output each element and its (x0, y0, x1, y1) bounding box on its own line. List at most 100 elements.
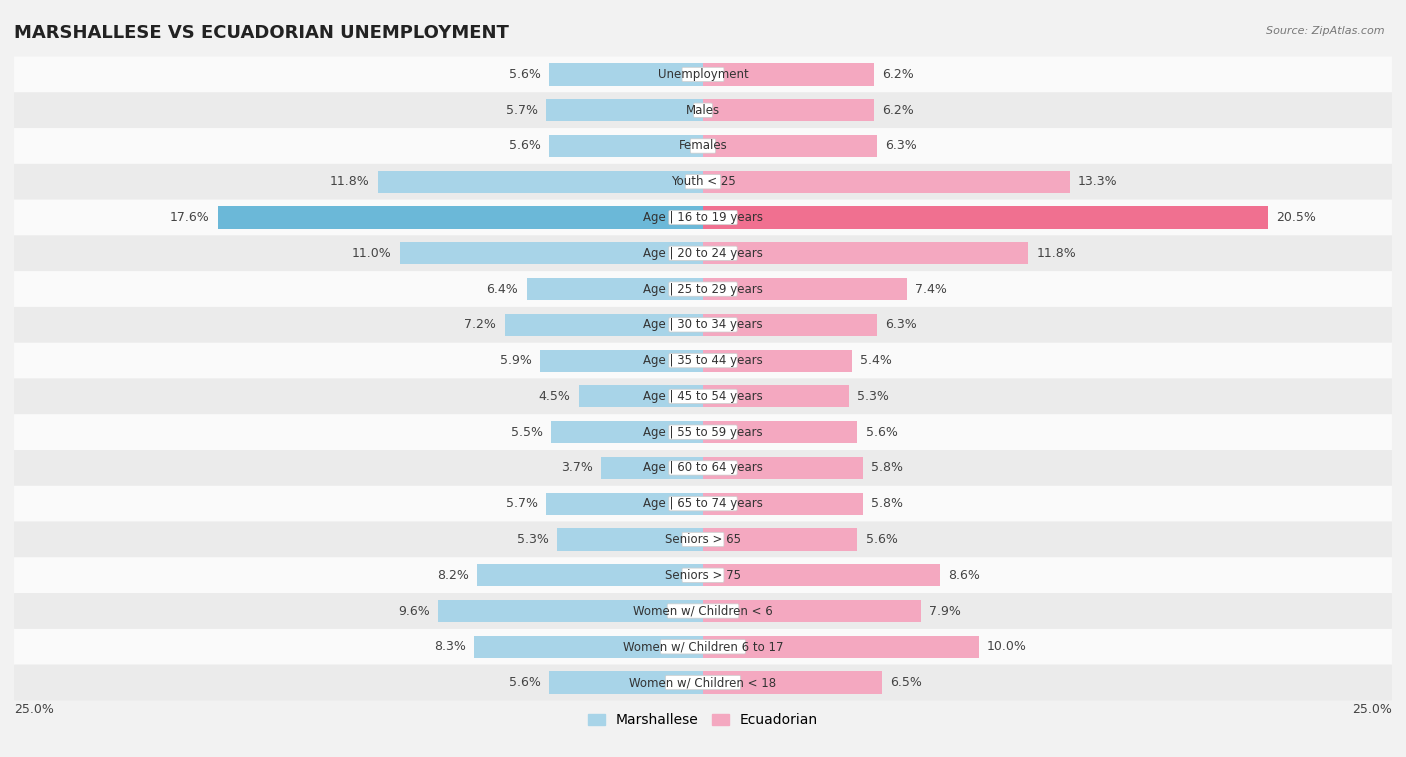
Bar (551, 421, 703, 444)
FancyBboxPatch shape (14, 92, 1392, 128)
FancyBboxPatch shape (682, 532, 724, 547)
Text: Women w/ Children 6 to 17: Women w/ Children 6 to 17 (623, 640, 783, 653)
Text: 25.0%: 25.0% (1353, 703, 1392, 716)
FancyBboxPatch shape (14, 164, 1392, 200)
FancyBboxPatch shape (669, 497, 737, 511)
Text: Unemployment: Unemployment (658, 68, 748, 81)
FancyBboxPatch shape (693, 103, 713, 117)
Text: MARSHALLESE VS ECUADORIAN UNEMPLOYMENT: MARSHALLESE VS ECUADORIAN UNEMPLOYMENT (14, 24, 509, 42)
Bar (703, 564, 941, 587)
Bar (703, 671, 882, 693)
Text: 5.4%: 5.4% (860, 354, 891, 367)
Text: 8.6%: 8.6% (948, 569, 980, 581)
Bar (557, 528, 703, 550)
FancyBboxPatch shape (669, 425, 737, 439)
FancyBboxPatch shape (661, 640, 745, 654)
Text: 6.5%: 6.5% (890, 676, 922, 689)
FancyBboxPatch shape (682, 568, 724, 582)
FancyBboxPatch shape (14, 271, 1392, 307)
Text: 3.7%: 3.7% (561, 462, 593, 475)
Text: 5.7%: 5.7% (506, 497, 537, 510)
Text: Age | 55 to 59 years: Age | 55 to 59 years (643, 425, 763, 438)
Text: 5.6%: 5.6% (866, 425, 897, 438)
Text: 6.2%: 6.2% (882, 104, 914, 117)
Text: Age | 65 to 74 years: Age | 65 to 74 years (643, 497, 763, 510)
Text: 4.5%: 4.5% (538, 390, 571, 403)
Bar (703, 207, 1268, 229)
Text: 10.0%: 10.0% (987, 640, 1026, 653)
Text: 5.6%: 5.6% (866, 533, 897, 546)
Text: Women w/ Children < 6: Women w/ Children < 6 (633, 605, 773, 618)
FancyBboxPatch shape (14, 629, 1392, 665)
FancyBboxPatch shape (669, 318, 737, 332)
FancyBboxPatch shape (14, 593, 1392, 629)
FancyBboxPatch shape (669, 282, 737, 296)
Text: 5.6%: 5.6% (509, 139, 540, 152)
Bar (546, 99, 703, 121)
Text: Age | 30 to 34 years: Age | 30 to 34 years (643, 319, 763, 332)
Text: 17.6%: 17.6% (170, 211, 209, 224)
Text: 5.6%: 5.6% (509, 68, 540, 81)
Text: 7.9%: 7.9% (929, 605, 960, 618)
Bar (505, 313, 703, 336)
Text: 20.5%: 20.5% (1277, 211, 1316, 224)
Bar (439, 600, 703, 622)
Text: 8.3%: 8.3% (434, 640, 465, 653)
Bar (540, 350, 703, 372)
Text: Age | 16 to 19 years: Age | 16 to 19 years (643, 211, 763, 224)
Bar (218, 207, 703, 229)
Bar (703, 170, 1070, 193)
FancyBboxPatch shape (669, 210, 737, 225)
Text: 7.2%: 7.2% (464, 319, 496, 332)
Text: Seniors > 65: Seniors > 65 (665, 533, 741, 546)
Bar (703, 135, 876, 157)
Text: 5.9%: 5.9% (501, 354, 531, 367)
FancyBboxPatch shape (682, 67, 724, 82)
FancyBboxPatch shape (14, 450, 1392, 486)
Bar (703, 528, 858, 550)
Bar (703, 313, 876, 336)
FancyBboxPatch shape (14, 557, 1392, 593)
Bar (703, 385, 849, 407)
Bar (703, 493, 863, 515)
Text: 6.3%: 6.3% (884, 319, 917, 332)
Text: 5.5%: 5.5% (512, 425, 543, 438)
FancyBboxPatch shape (14, 665, 1392, 700)
Text: 6.4%: 6.4% (486, 282, 519, 295)
FancyBboxPatch shape (669, 389, 737, 403)
FancyBboxPatch shape (685, 175, 721, 189)
Bar (477, 564, 703, 587)
Text: Youth < 25: Youth < 25 (671, 176, 735, 188)
FancyBboxPatch shape (14, 235, 1392, 271)
Bar (546, 493, 703, 515)
FancyBboxPatch shape (14, 486, 1392, 522)
Legend: Marshallese, Ecuadorian: Marshallese, Ecuadorian (582, 708, 824, 733)
Text: 13.3%: 13.3% (1078, 176, 1118, 188)
FancyBboxPatch shape (14, 307, 1392, 343)
Text: 5.3%: 5.3% (858, 390, 889, 403)
Text: Age | 20 to 24 years: Age | 20 to 24 years (643, 247, 763, 260)
Bar (474, 636, 703, 658)
Text: Age | 35 to 44 years: Age | 35 to 44 years (643, 354, 763, 367)
Bar (703, 636, 979, 658)
Bar (703, 99, 875, 121)
FancyBboxPatch shape (14, 200, 1392, 235)
Text: Age | 25 to 29 years: Age | 25 to 29 years (643, 282, 763, 295)
FancyBboxPatch shape (14, 378, 1392, 414)
FancyBboxPatch shape (668, 604, 738, 618)
Text: 9.6%: 9.6% (398, 605, 430, 618)
Text: Age | 45 to 54 years: Age | 45 to 54 years (643, 390, 763, 403)
Text: Males: Males (686, 104, 720, 117)
Bar (399, 242, 703, 264)
Text: 8.2%: 8.2% (437, 569, 468, 581)
FancyBboxPatch shape (14, 414, 1392, 450)
FancyBboxPatch shape (14, 343, 1392, 378)
FancyBboxPatch shape (669, 246, 737, 260)
Bar (600, 456, 703, 479)
FancyBboxPatch shape (669, 354, 737, 368)
Text: 5.3%: 5.3% (517, 533, 548, 546)
Text: 7.4%: 7.4% (915, 282, 948, 295)
Text: 6.2%: 6.2% (882, 68, 914, 81)
Text: 5.8%: 5.8% (872, 462, 903, 475)
Bar (579, 385, 703, 407)
